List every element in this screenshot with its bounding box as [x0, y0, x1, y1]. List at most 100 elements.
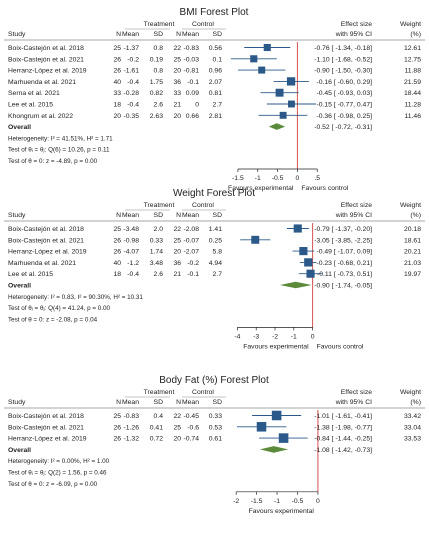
- x-tick-label: -1: [255, 175, 261, 182]
- favours-experimental-label: Favours experimental: [228, 185, 294, 192]
- n-header: N: [116, 399, 121, 406]
- effect-marker: [293, 224, 302, 233]
- heterogeneity-stat: Test of θᵢ = θⱼ: Q(6) = 10.26, p = 0.11: [8, 147, 110, 154]
- control-n: 25: [173, 424, 181, 431]
- heterogeneity-stat: Test of θ = 0: z = -4.89, p = 0.00: [8, 158, 98, 165]
- treatment-mean: -3.48: [124, 226, 140, 233]
- treatment-n: 40: [113, 79, 121, 86]
- control-mean: -0.81: [184, 68, 200, 75]
- study-name: Boix-Castejón et al. 2018: [8, 226, 84, 233]
- n-header: N: [176, 399, 181, 406]
- overall-label: Overall: [8, 447, 31, 454]
- heterogeneity-stat: Test of θ = 0: z = -6.09, p = 0.00: [8, 481, 98, 488]
- control-n: 21: [173, 271, 181, 278]
- n-header: N: [176, 212, 181, 219]
- treatment-sd: 0.8: [154, 45, 164, 52]
- treatment-sd: 3.48: [150, 260, 163, 267]
- control-mean: -0.45: [184, 413, 200, 420]
- effect-size-header: Effect size: [341, 21, 372, 28]
- study-row: Boix-Castejón et al. 2021 26 -1.26 0.41 25 -0…: [8, 422, 421, 432]
- heterogeneity-stat: Test of θᵢ = θⱼ: Q(4) = 41.24, p = 0.00: [8, 305, 111, 312]
- control-mean: -2.08: [184, 226, 200, 233]
- control-sd: 0.53: [209, 424, 222, 431]
- control-n: 33: [173, 90, 181, 97]
- weight-header: Weight: [400, 21, 421, 28]
- treatment-sd: 0.72: [150, 436, 163, 443]
- effect-size-ci: -1.01 [ -1.61, -0.41]: [314, 413, 372, 420]
- study-row: Herranz-López et al. 2019 26 -1.61 0.8 20 -0.…: [8, 66, 421, 75]
- heterogeneity-stat: Heterogeneity: I² = 0.00%, H² = 1.00: [8, 458, 110, 465]
- favours-experimental-label: Favours experimental: [243, 343, 309, 350]
- overall-label: Overall: [8, 283, 31, 290]
- treatment-n: 40: [113, 260, 121, 267]
- mean-header: Mean: [182, 212, 199, 219]
- effect-marker: [271, 410, 282, 421]
- control-n: 21: [173, 102, 181, 109]
- control-n: 22: [173, 413, 181, 420]
- effect-marker: [251, 235, 260, 244]
- study-name: Khongrum et al. 2022: [8, 113, 73, 120]
- treatment-sd: 2.0: [154, 226, 164, 233]
- control-mean: -0.6: [187, 424, 199, 431]
- sd-header: SD: [213, 31, 223, 38]
- overall-diamond: [259, 446, 289, 453]
- forest-panel-2: Body Fat (%) Forest Plot Treatment Control…: [4, 375, 425, 515]
- treatment-mean: -1.37: [124, 45, 140, 52]
- effect-size-ci: -0.45 [ -0.93, 0.03]: [316, 90, 372, 97]
- study-weight: 12.61: [404, 45, 421, 52]
- mean-header: Mean: [122, 31, 139, 38]
- effect-size-ci: -0.76 [ -1.34, -0.18]: [314, 45, 372, 52]
- heterogeneity-stat: Heterogeneity: I² = 0.83, I² = 90.30%, H…: [8, 294, 143, 301]
- control-n: 36: [173, 260, 181, 267]
- treatment-sd: 0.82: [150, 90, 163, 97]
- treatment-mean: -0.4: [127, 79, 139, 86]
- study-weight: 11.46: [404, 113, 421, 120]
- mean-header: Mean: [182, 31, 199, 38]
- x-tick-label: -4: [234, 333, 240, 340]
- study-name: Herranz-López et al. 2019: [8, 436, 87, 443]
- effect-marker: [278, 433, 289, 443]
- treatment-n: 26: [113, 424, 121, 431]
- mean-header: Mean: [182, 399, 199, 406]
- study-header: Study: [8, 399, 26, 406]
- treatment-sd: 0.8: [154, 68, 164, 75]
- weight-unit-header: (%): [410, 31, 421, 38]
- study-weight: 11.28: [404, 102, 421, 109]
- treatment-n: 26: [113, 436, 121, 443]
- control-mean: -0.03: [184, 56, 200, 63]
- study-row: Boix-Castejón et al. 2018 25 -0.83 0.4 22 -0.…: [8, 410, 421, 421]
- effect-size-header: Effect size: [341, 202, 372, 209]
- effect-marker: [279, 111, 287, 119]
- study-name: Herranz-López et al. 2019: [8, 68, 87, 75]
- effect-size-ci: -3.05 [ -3.85, -2.25]: [314, 237, 372, 244]
- control-mean: -0.1: [187, 271, 199, 278]
- control-mean: -0.07: [184, 237, 200, 244]
- effect-marker: [299, 247, 308, 256]
- control-sd: 2.81: [209, 113, 222, 120]
- study-weight: 12.75: [404, 56, 421, 63]
- effect-marker: [304, 258, 313, 267]
- x-tick-label: 0: [296, 175, 300, 182]
- effect-size-ci: -0.36 [ -0.98, 0.25]: [316, 113, 372, 120]
- overall-effect-ci: -0.90 [ -1.74, -0.05]: [314, 283, 372, 290]
- effect-marker: [288, 100, 295, 108]
- study-name: Lee et al. 2015: [8, 271, 53, 278]
- control-mean: 0: [195, 102, 199, 109]
- study-name: Lee et al. 2015: [8, 102, 53, 109]
- overall-label: Overall: [8, 124, 31, 131]
- effect-marker: [250, 55, 258, 63]
- heterogeneity-stat: Test of θ = 0: z = -2.08, p = 0.04: [8, 316, 98, 323]
- study-row: Herranz-López et al. 2019 26 -4.07 1.74 20 -2…: [8, 247, 421, 256]
- treatment-sd: 0.41: [150, 424, 163, 431]
- control-n: 36: [173, 79, 181, 86]
- treatment-header: Treatment: [144, 21, 175, 28]
- overall-row: Overall -1.08 [ -1.42, -0.73]: [8, 446, 372, 454]
- control-n: 20: [173, 113, 181, 120]
- x-tick-label: .5: [314, 175, 320, 182]
- control-header: Control: [192, 21, 214, 28]
- treatment-mean: -0.28: [124, 90, 140, 97]
- effect-marker: [263, 43, 271, 52]
- overall-row: Overall -0.90 [ -1.74, -0.05]: [8, 281, 372, 290]
- treatment-n: 25: [113, 45, 121, 52]
- overall-row: Overall -0.52 [ -0.72, -0.31]: [8, 123, 372, 131]
